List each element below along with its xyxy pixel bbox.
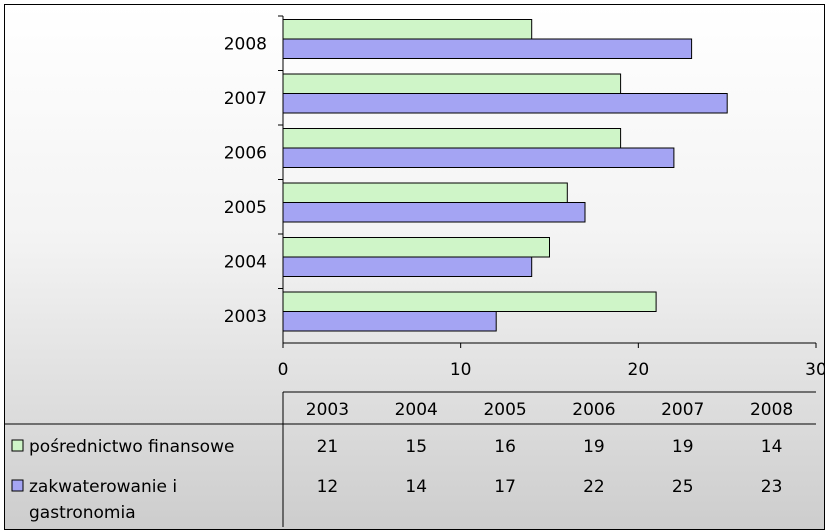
- bar-zakwaterowanie-2003: [282, 311, 497, 332]
- legend-swatch-zakwaterowanie: [11, 479, 24, 492]
- bar-posrednictwo-2005: [282, 182, 568, 203]
- bar-posrednictwo-2008: [282, 19, 533, 40]
- table-value-cell: 14: [761, 437, 783, 457]
- table-value-cell: 23: [761, 477, 783, 497]
- x-tick-label: 20: [628, 360, 650, 380]
- table-value-cell: 22: [583, 477, 605, 497]
- bar-zakwaterowanie-2008: [282, 38, 693, 59]
- bar-posrednictwo-2007: [282, 73, 622, 94]
- bar-zakwaterowanie-2007: [282, 93, 728, 114]
- y-tick-label: 2008: [224, 34, 267, 54]
- x-tick-label: 30: [805, 360, 825, 380]
- y-tick-label: 2007: [224, 89, 267, 109]
- table-header-cell: 2006: [572, 400, 615, 420]
- table-value-cell: 17: [494, 477, 516, 497]
- table-header-cell: 2005: [483, 400, 526, 420]
- chart-frame: 2003 2004 2005 2006 2007 2008 0 10 20 30 2003 2004 2…: [4, 4, 825, 530]
- x-tick-label: 10: [450, 360, 472, 380]
- table-value-cell: 15: [405, 437, 427, 457]
- table-value-cell: 14: [405, 477, 427, 497]
- x-tick-label: 0: [278, 360, 289, 380]
- bar-zakwaterowanie-2005: [282, 202, 586, 223]
- y-tick-label: 2006: [224, 143, 267, 163]
- table-value-cell: 16: [494, 437, 516, 457]
- table-header-cell: 2008: [750, 400, 793, 420]
- table-header-cell: 2007: [661, 400, 704, 420]
- legend-label: gastronomia: [29, 503, 136, 523]
- legend-label: zakwaterowanie i: [29, 477, 177, 497]
- table-header-cell: 2004: [395, 400, 438, 420]
- bar-posrednictwo-2004: [282, 237, 550, 258]
- legend-label: pośrednictwo finansowe: [29, 437, 234, 457]
- table-header-cell: 2003: [306, 400, 349, 420]
- table-value-cell: 25: [672, 477, 694, 497]
- table-value-cell: 21: [317, 437, 339, 457]
- bar-chart: 2003 2004 2005 2006 2007 2008 0 10 20 30 2003 2004 2…: [5, 15, 825, 527]
- table-value-cell: 19: [672, 437, 694, 457]
- bar-posrednictwo-2006: [282, 128, 622, 149]
- bar-posrednictwo-2003: [282, 291, 657, 312]
- y-tick-label: 2004: [224, 252, 267, 272]
- bar-zakwaterowanie-2006: [282, 147, 675, 168]
- y-tick-label: 2005: [224, 198, 267, 218]
- bar-zakwaterowanie-2004: [282, 256, 533, 277]
- table-value-cell: 19: [583, 437, 605, 457]
- legend-swatch-posrednictwo: [11, 439, 24, 452]
- y-tick-label: 2003: [224, 307, 267, 327]
- table-value-cell: 12: [317, 477, 339, 497]
